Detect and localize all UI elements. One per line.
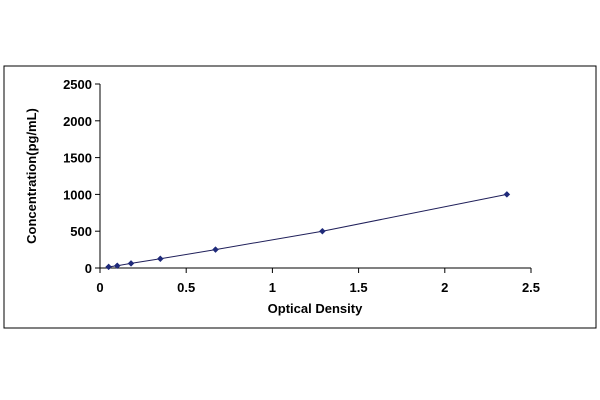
data-point [503,191,511,198]
y-tick-label: 1000 [63,187,92,202]
trend-line [108,193,507,268]
x-tick-label: 1.5 [350,280,368,295]
chart-border [3,65,597,329]
y-tick-label: 1500 [63,151,92,166]
data-point [212,246,219,253]
x-tick-label: 0 [96,280,103,295]
x-tick-label: 1 [269,280,276,295]
x-tick-label: 2 [441,280,448,295]
plot-area: 0 500 1000 1500 2000 2500 0 0.5 1 1.5 2 2.5 [63,77,540,295]
data-point [113,262,121,270]
y-tick-label: 500 [70,224,92,239]
data-point [319,227,326,235]
x-tick-label: 0.5 [177,280,195,295]
y-tick-label: 0 [85,261,92,276]
data-point [156,255,164,263]
x-tick-label: 2.5 [522,280,540,295]
x-axis-title: Optical Density [268,301,363,316]
y-tick-label: 2500 [63,77,92,92]
data-point [105,263,112,271]
y-axis-title: Concentration(pg/mL) [24,108,39,244]
data-point [127,260,135,267]
y-tick-label: 2000 [63,114,92,129]
